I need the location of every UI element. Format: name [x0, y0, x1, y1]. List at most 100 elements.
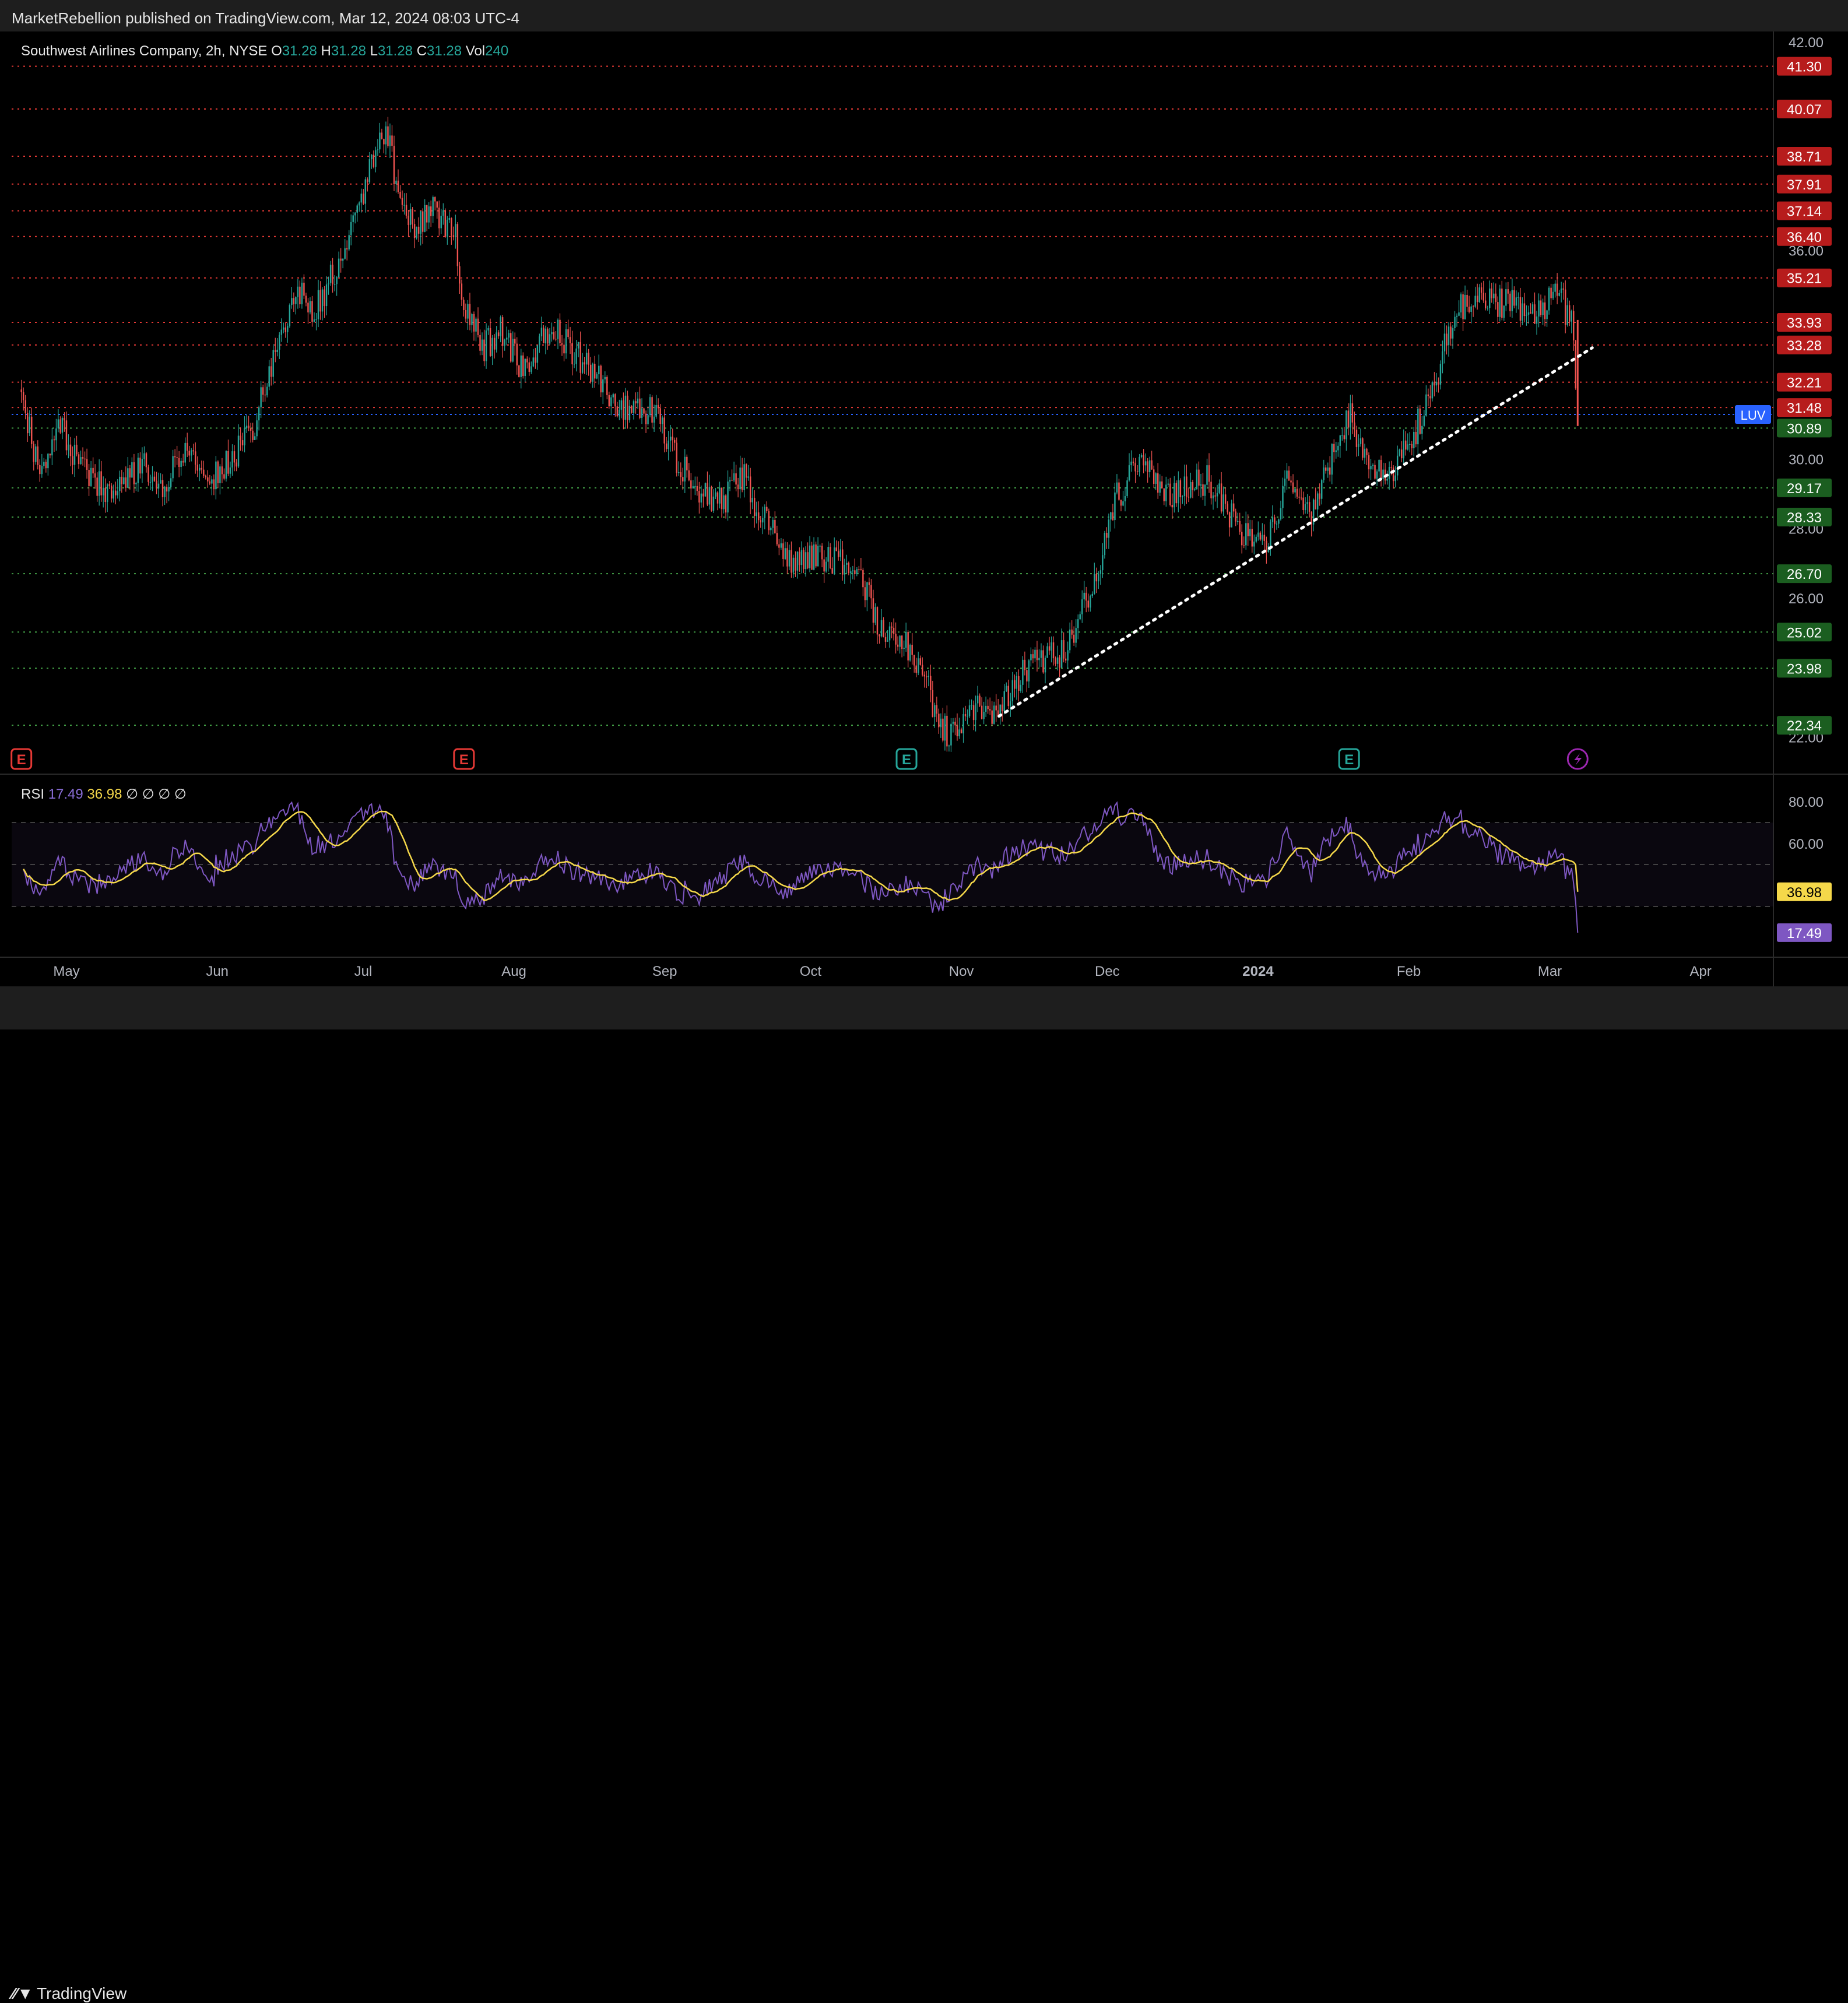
- earnings-event-marker[interactable]: [895, 748, 918, 770]
- symbol-tag-bg[interactable]: [1735, 405, 1771, 424]
- candle-body: [913, 655, 915, 666]
- candle-body: [248, 426, 250, 428]
- resistance-label: 37.14: [1787, 204, 1822, 220]
- candle-body: [1198, 469, 1200, 486]
- candle-body: [409, 209, 412, 225]
- candle-body: [342, 258, 344, 261]
- candle-body: [332, 265, 333, 284]
- earnings-event-marker[interactable]: [1338, 748, 1360, 770]
- candle-body: [1421, 426, 1423, 434]
- candle-body: [317, 290, 319, 319]
- candle-body: [715, 492, 716, 497]
- candle-body: [1214, 495, 1216, 497]
- candle-body: [1431, 382, 1434, 399]
- candle-body: [266, 386, 268, 396]
- candle-body: [1245, 523, 1247, 546]
- candle-body: [299, 286, 301, 304]
- candle-body: [252, 430, 254, 440]
- earnings-event-marker[interactable]: [10, 748, 33, 770]
- header-bar: MarketRebellion published on TradingView…: [0, 0, 1848, 31]
- candle-body: [1530, 312, 1531, 314]
- candle-body: [776, 533, 778, 544]
- candle-body: [707, 483, 708, 505]
- candle-body: [702, 493, 704, 497]
- candle-body: [1413, 431, 1415, 449]
- support-label-bg: [1777, 716, 1832, 735]
- candle-body: [417, 226, 420, 234]
- earnings-event-marker[interactable]: [453, 748, 475, 770]
- candle-body: [799, 551, 800, 565]
- candle-body: [543, 327, 544, 343]
- resistance-label-bg: [1777, 335, 1832, 354]
- candle-body: [1153, 469, 1155, 484]
- candle-body: [694, 486, 696, 487]
- candle-body: [55, 428, 57, 441]
- candle-body: [1343, 435, 1345, 440]
- candle-body: [588, 353, 589, 365]
- candle-body: [964, 714, 967, 716]
- candle-body: [891, 626, 893, 628]
- candle-body: [932, 690, 934, 717]
- candle-body: [1167, 483, 1169, 485]
- candle-body: [813, 544, 815, 570]
- candle-body: [440, 216, 442, 229]
- resistance-label: 37.91: [1787, 177, 1822, 193]
- candle-body: [1396, 455, 1399, 476]
- candle-body: [1071, 629, 1073, 635]
- high-value: 31.28: [331, 43, 366, 59]
- candle-body: [946, 715, 948, 747]
- candle-body: [1403, 440, 1404, 459]
- support-label-bg: [1777, 623, 1832, 642]
- candle-body: [1016, 676, 1018, 689]
- candle-body: [1095, 574, 1098, 582]
- candle-body: [540, 327, 543, 337]
- time-tick-label: May: [53, 964, 79, 979]
- chart-area[interactable]: E E E E 42.00 36.00 30.00 28.00 26.00 22.00 41.30 4…: [0, 31, 1848, 986]
- candle-body: [829, 547, 831, 568]
- candle-body: [1175, 483, 1178, 504]
- candle-body: [1538, 300, 1540, 317]
- rsi-line[interactable]: [23, 801, 1579, 933]
- candle-body: [600, 366, 602, 393]
- candle-body: [1030, 654, 1032, 660]
- candle-body: [364, 179, 367, 204]
- candle-body: [424, 205, 426, 232]
- candle-body: [504, 339, 505, 346]
- candle-body: [115, 490, 117, 496]
- rsi-ma-label-bg: [1777, 882, 1832, 901]
- support-trendline[interactable]: [997, 346, 1594, 718]
- rsi-tick-label: 60.00: [1789, 837, 1824, 852]
- candle-body: [1085, 592, 1087, 601]
- candle-body: [170, 478, 172, 487]
- candle-body: [712, 496, 715, 511]
- symbol-legend[interactable]: Southwest Airlines Company, 2h, NYSE O31…: [21, 43, 508, 59]
- candle-body: [1552, 291, 1554, 298]
- earnings-icon: E: [902, 752, 911, 768]
- rsi-legend[interactable]: RSI 17.49 36.98 ∅ ∅ ∅ ∅: [21, 786, 187, 803]
- time-tick-label: Apr: [1689, 964, 1711, 979]
- candle-body: [672, 437, 673, 440]
- candle-body: [1409, 444, 1411, 445]
- candle-body: [1294, 489, 1296, 493]
- candle-body: [620, 400, 623, 410]
- candle-body: [1319, 493, 1320, 499]
- candle-body: [647, 415, 649, 424]
- candle-body: [346, 248, 348, 250]
- candle-body: [1480, 287, 1482, 293]
- candle-body: [604, 377, 606, 379]
- chart-svg[interactable]: E E E E42.0036.0030.0028.0026.0022.0041.304…: [0, 31, 1848, 986]
- candle-body: [174, 456, 176, 458]
- news-event-marker[interactable]: [1566, 748, 1589, 770]
- candle-body: [78, 454, 80, 465]
- candle-body: [602, 379, 604, 393]
- candle-body: [1298, 496, 1300, 498]
- candle-body: [240, 435, 241, 441]
- tradingview-logo[interactable]: ⁄⁄▼ TradingView: [12, 1984, 127, 2003]
- rsi-ma-line[interactable]: [23, 810, 1579, 901]
- candle-body: [416, 226, 417, 238]
- candle-body: [307, 303, 309, 312]
- time-tick-label: Nov: [949, 964, 974, 979]
- resistance-label: 32.21: [1787, 375, 1822, 391]
- candle-body: [98, 471, 100, 496]
